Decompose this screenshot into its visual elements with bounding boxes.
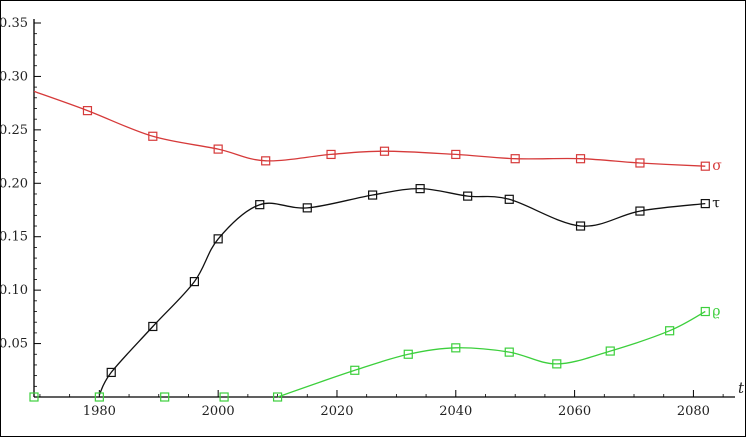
data-point — [552, 359, 562, 369]
x-tick-label: 2020 — [320, 404, 353, 419]
data-point — [635, 206, 645, 216]
series-layer: σ τ ϱ — [29, 90, 722, 402]
data-point — [504, 194, 514, 204]
data-point — [510, 154, 520, 164]
data-point — [219, 392, 229, 402]
series-tau: τ — [98, 184, 720, 396]
data-point — [379, 146, 390, 156]
axes: 0.05 0.10 0.15 0.20 0.25 0.30 0.35 1980 2000 2020… — [0, 16, 745, 419]
y-tick-label: 0.35 — [0, 16, 28, 31]
data-point — [451, 343, 461, 353]
data-point — [82, 106, 93, 116]
data-point — [700, 161, 710, 171]
x-tick-label: 2060 — [558, 404, 591, 419]
y-tick-label: 0.05 — [0, 337, 28, 352]
x-tick-label: 2080 — [677, 404, 710, 419]
series-rho: ϱ — [29, 304, 721, 402]
data-point — [148, 131, 158, 141]
series-line-sigma — [33, 90, 706, 167]
x-tick-label: 2000 — [202, 404, 235, 419]
data-point — [451, 149, 461, 160]
x-axis-label: t — [738, 379, 745, 397]
series-label: ϱ — [712, 304, 720, 320]
data-point — [255, 200, 265, 210]
data-point — [148, 321, 158, 332]
data-point — [29, 392, 39, 402]
y-tick-label: 0.20 — [0, 176, 28, 191]
data-point — [463, 191, 473, 201]
data-point — [189, 276, 199, 287]
data-point — [635, 158, 645, 168]
data-point — [350, 365, 360, 375]
series-sigma: σ — [33, 90, 722, 174]
data-point — [272, 392, 283, 402]
y-tick-label: 0.25 — [0, 123, 28, 138]
x-tick-label: 2040 — [439, 404, 472, 419]
series-line-rho — [277, 310, 706, 398]
data-point — [700, 198, 710, 209]
data-point — [700, 306, 710, 317]
data-point — [415, 184, 425, 194]
y-tick-label: 0.30 — [0, 69, 28, 84]
data-point — [403, 349, 413, 359]
data-point — [106, 367, 116, 378]
data-point — [326, 149, 336, 160]
x-tick-label: 1980 — [83, 404, 116, 419]
series-line-tau — [98, 187, 706, 396]
data-point — [665, 326, 675, 336]
series-label: τ — [712, 196, 720, 212]
data-point — [213, 234, 223, 244]
data-point — [261, 156, 271, 166]
data-point — [575, 154, 586, 164]
data-point — [504, 347, 514, 357]
data-point — [302, 203, 312, 213]
data-point — [94, 392, 104, 402]
data-point — [213, 144, 223, 154]
data-point — [575, 221, 586, 231]
y-tick-label: 0.15 — [0, 230, 28, 245]
data-point — [368, 190, 378, 200]
data-point — [605, 346, 615, 356]
data-point — [160, 392, 170, 402]
series-label: σ — [712, 158, 722, 174]
y-tick-label: 0.10 — [0, 283, 28, 298]
